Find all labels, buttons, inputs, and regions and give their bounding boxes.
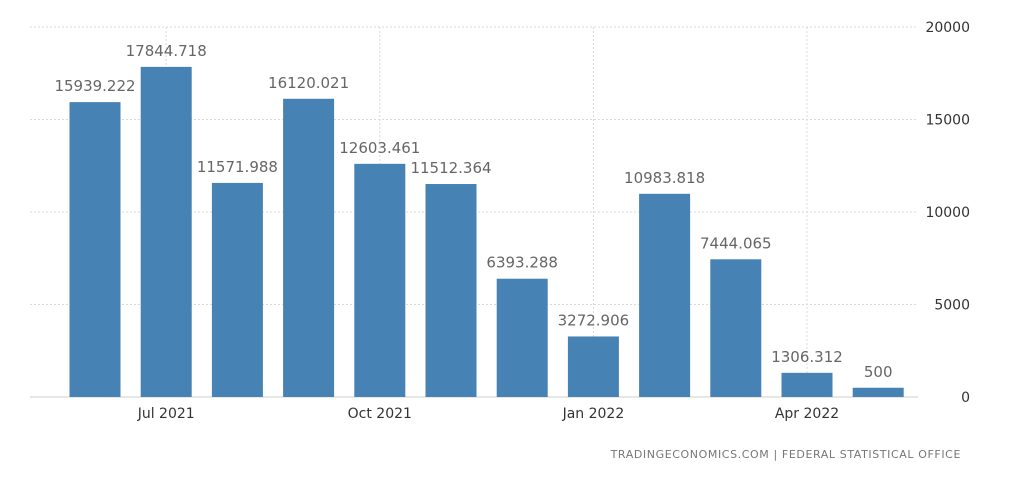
y-tick-label: 15000 bbox=[925, 113, 970, 129]
y-tick-label: 5000 bbox=[934, 298, 970, 314]
bar-jul-2021 bbox=[140, 66, 192, 398]
data-label: 12603.461 bbox=[339, 139, 420, 157]
data-label: 7444.065 bbox=[700, 234, 772, 252]
data-label: 11512.364 bbox=[410, 159, 491, 177]
data-label: 10983.818 bbox=[624, 169, 705, 187]
data-label: 16120.021 bbox=[268, 74, 349, 92]
data-label: 6393.288 bbox=[486, 254, 558, 272]
x-tick-label: Jan 2022 bbox=[562, 406, 625, 422]
y-tick-label: 20000 bbox=[925, 20, 970, 36]
bar-feb-2022 bbox=[639, 193, 691, 397]
bar-sep-2021 bbox=[283, 98, 335, 398]
data-label: 1306.312 bbox=[771, 348, 843, 366]
x-tick-label: Apr 2022 bbox=[775, 406, 839, 422]
x-tick-label: Jul 2021 bbox=[137, 406, 195, 422]
bar-oct-2021 bbox=[354, 163, 406, 397]
data-labels: 15939.222 17844.718 11571.988 16120.021 1260… bbox=[54, 42, 892, 381]
data-label: 3272.906 bbox=[558, 311, 630, 329]
bar-may-2022 bbox=[852, 387, 904, 397]
bars bbox=[69, 66, 904, 398]
source-credit: TRADINGECONOMICS.COM | FEDERAL STATISTIC… bbox=[610, 448, 961, 461]
y-tick-label: 10000 bbox=[925, 205, 970, 221]
bar-dec-2021 bbox=[496, 278, 548, 397]
data-label: 500 bbox=[864, 363, 893, 381]
bar-nov-2021 bbox=[425, 184, 477, 397]
bar-mar-2022 bbox=[710, 259, 762, 397]
data-label: 17844.718 bbox=[126, 42, 207, 60]
y-axis-ticks: 0 5000 10000 15000 20000 bbox=[925, 20, 970, 406]
y-tick-label: 0 bbox=[961, 390, 970, 406]
bar-jun-2021 bbox=[69, 102, 121, 397]
data-label: 11571.988 bbox=[197, 158, 278, 176]
x-tick-label: Oct 2021 bbox=[348, 406, 412, 422]
bar-jan-2022 bbox=[567, 336, 619, 397]
bar-aug-2021 bbox=[211, 182, 263, 397]
x-axis-ticks: Jul 2021 Oct 2021 Jan 2022 Apr 2022 bbox=[137, 406, 839, 422]
bar-apr-2022 bbox=[781, 372, 833, 397]
data-label: 15939.222 bbox=[54, 77, 135, 95]
